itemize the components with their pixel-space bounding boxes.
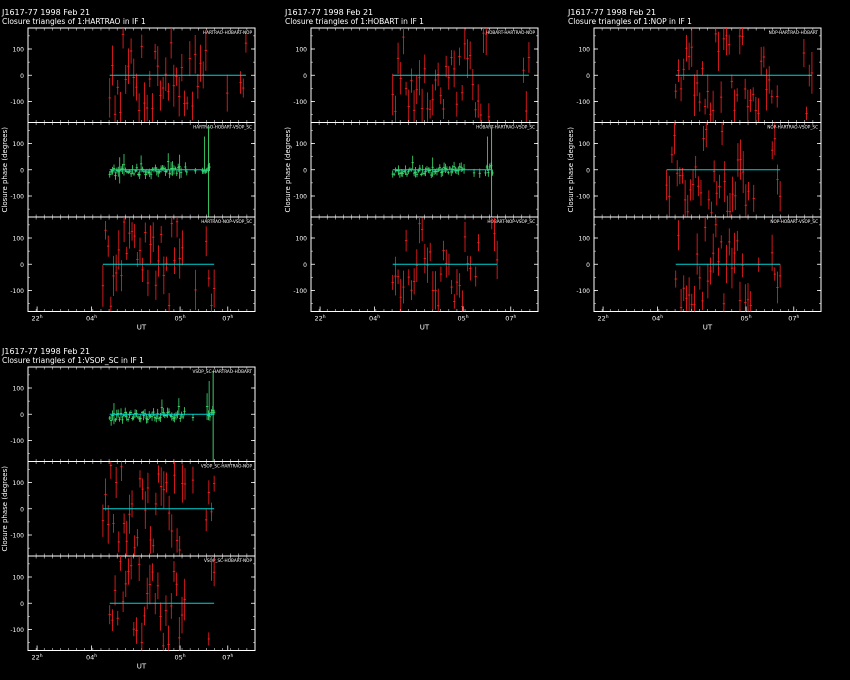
x-tick-label: 07h xyxy=(505,314,516,323)
x-tick-label: 07h xyxy=(222,314,233,323)
triangle-label: VSOP_SC-HARTRAO-HOBART xyxy=(192,369,252,374)
y-tick-label: -100 xyxy=(10,627,24,634)
x-tick-label: 22h xyxy=(32,314,43,323)
chart-subtitle: Closure triangles of 1:NOP in IF 1 xyxy=(568,17,692,26)
y-tick-label: 0 xyxy=(303,262,307,269)
y-tick-label: 0 xyxy=(20,601,24,608)
y-tick-label: -100 xyxy=(10,99,24,106)
closure-panel: 100 0 -100 HARTRAO-NOP-VSOP_SC xyxy=(10,216,256,312)
y-tick-label: 100 xyxy=(579,141,591,148)
triangle-label: HOBART-HARTRAO-NOP xyxy=(486,30,536,35)
chart-subtitle: Closure triangles of 1:HOBART in IF 1 xyxy=(285,17,424,26)
y-axis-label: Closure phase (degrees) xyxy=(284,127,292,213)
triangle-label: VSOP_SC-HARTRAO-NOP xyxy=(201,464,253,469)
x-tick-label: 04h xyxy=(86,314,97,323)
x-tick-label: 05h xyxy=(458,314,469,323)
closure-panel: 100 0 -100 HOBART-HARTRAO-VSOP_SC xyxy=(293,122,539,218)
y-tick-label: 0 xyxy=(586,167,590,174)
chart-source-date: J1617-77 1998 Feb 21 xyxy=(284,8,373,17)
y-tick-label: -100 xyxy=(293,288,307,295)
closure-panel: 100 0 -100 NOP-HARTRAO-HOBART xyxy=(576,27,822,123)
closure-panel: 100 0 -100 NOP-HOBART-VSOP_SC xyxy=(576,216,822,312)
y-tick-label: -100 xyxy=(576,288,590,295)
triangle-label: HARTRAO-NOP-VSOP_SC xyxy=(201,219,252,224)
y-axis-label: Closure phase (degrees) xyxy=(567,127,575,213)
x-tick-label: 05h xyxy=(175,653,186,662)
y-tick-label: 0 xyxy=(303,73,307,80)
y-tick-label: -100 xyxy=(10,288,24,295)
triangle-label: NOP-HARTRAO-HOBART xyxy=(769,30,819,35)
y-tick-label: 100 xyxy=(296,236,308,243)
y-tick-label: 0 xyxy=(20,73,24,80)
y-tick-label: 0 xyxy=(20,262,24,269)
y-tick-label: 100 xyxy=(579,47,591,54)
closure-panel: 100 0 -100 HOBART-NOP-VSOP_SC xyxy=(293,216,539,312)
triangle-label: HARTRAO-HOBART-NOP xyxy=(203,30,253,35)
y-tick-label: -100 xyxy=(576,194,590,201)
closure-panel: 100 0 -100 VSOP_SC-HARTRAO-NOP xyxy=(10,461,256,557)
y-tick-label: 100 xyxy=(13,236,25,243)
x-axis-label: UT xyxy=(137,663,147,671)
y-tick-label: -100 xyxy=(293,99,307,106)
y-tick-label: 100 xyxy=(13,386,25,393)
y-tick-label: 100 xyxy=(13,575,25,582)
y-tick-label: 0 xyxy=(586,262,590,269)
y-tick-label: 0 xyxy=(586,73,590,80)
closure-panel: 100 0 -100 HARTRAO-HOBART-NOP xyxy=(10,27,256,123)
triangle-label: NOP-HARTRAO-VSOP_SC xyxy=(767,125,818,130)
x-tick-label: 04h xyxy=(86,653,97,662)
x-tick-label: 07h xyxy=(222,653,233,662)
triangle-label: HOBART-NOP-VSOP_SC xyxy=(487,219,535,224)
triangle-label: VSOP_SC-HOBART-NOP xyxy=(204,558,252,563)
x-tick-label: 04h xyxy=(369,314,380,323)
x-tick-label: 22h xyxy=(32,653,43,662)
x-axis-label: UT xyxy=(137,324,147,332)
x-axis-label: UT xyxy=(420,324,430,332)
y-tick-label: 0 xyxy=(20,506,24,513)
closure-panel: 100 0 -100 VSOP_SC-HARTRAO-HOBART xyxy=(10,366,256,462)
x-tick-label: 07h xyxy=(788,314,799,323)
y-tick-label: -100 xyxy=(10,533,24,540)
closure-panel: 100 0 -100 HOBART-HARTRAO-NOP xyxy=(293,27,539,123)
y-axis-label: Closure phase (degrees) xyxy=(1,466,9,552)
y-tick-label: 100 xyxy=(13,47,25,54)
x-tick-label: 04h xyxy=(652,314,663,323)
y-tick-label: 100 xyxy=(13,141,25,148)
x-tick-label: 05h xyxy=(175,314,186,323)
y-tick-label: 0 xyxy=(20,412,24,419)
triangle-label: HARTRAO-HOBART-VSOP_SC xyxy=(193,125,252,130)
y-tick-label: 0 xyxy=(20,167,24,174)
x-tick-label: 22h xyxy=(598,314,609,323)
chart-source-date: J1617-77 1998 Feb 21 xyxy=(1,347,90,356)
y-tick-label: 0 xyxy=(303,167,307,174)
y-tick-label: -100 xyxy=(576,99,590,106)
y-tick-label: 100 xyxy=(296,47,308,54)
y-tick-label: 100 xyxy=(13,480,25,487)
x-tick-label: 22h xyxy=(315,314,326,323)
chart-source-date: J1617-77 1998 Feb 21 xyxy=(567,8,656,17)
y-tick-label: -100 xyxy=(10,438,24,445)
y-tick-label: 100 xyxy=(296,141,308,148)
y-tick-label: -100 xyxy=(10,194,24,201)
x-axis-label: UT xyxy=(703,324,713,332)
chart-subtitle: Closure triangles of 1:HARTRAO in IF 1 xyxy=(2,17,146,26)
y-tick-label: -100 xyxy=(293,194,307,201)
closure-panel: 100 0 -100 HARTRAO-HOBART-VSOP_SC xyxy=(10,122,256,218)
y-axis-label: Closure phase (degrees) xyxy=(1,127,9,213)
x-tick-label: 05h xyxy=(741,314,752,323)
chart-source-date: J1617-77 1998 Feb 21 xyxy=(1,8,90,17)
closure-panel: 100 0 -100 NOP-HARTRAO-VSOP_SC xyxy=(576,122,822,218)
y-tick-label: 100 xyxy=(579,236,591,243)
triangle-label: NOP-HOBART-VSOP_SC xyxy=(770,219,818,224)
closure-panel: 100 0 -100 VSOP_SC-HOBART-NOP xyxy=(10,555,256,651)
chart-subtitle: Closure triangles of 1:VSOP_SC in IF 1 xyxy=(2,356,144,365)
triangle-label: HOBART-HARTRAO-VSOP_SC xyxy=(476,125,535,130)
